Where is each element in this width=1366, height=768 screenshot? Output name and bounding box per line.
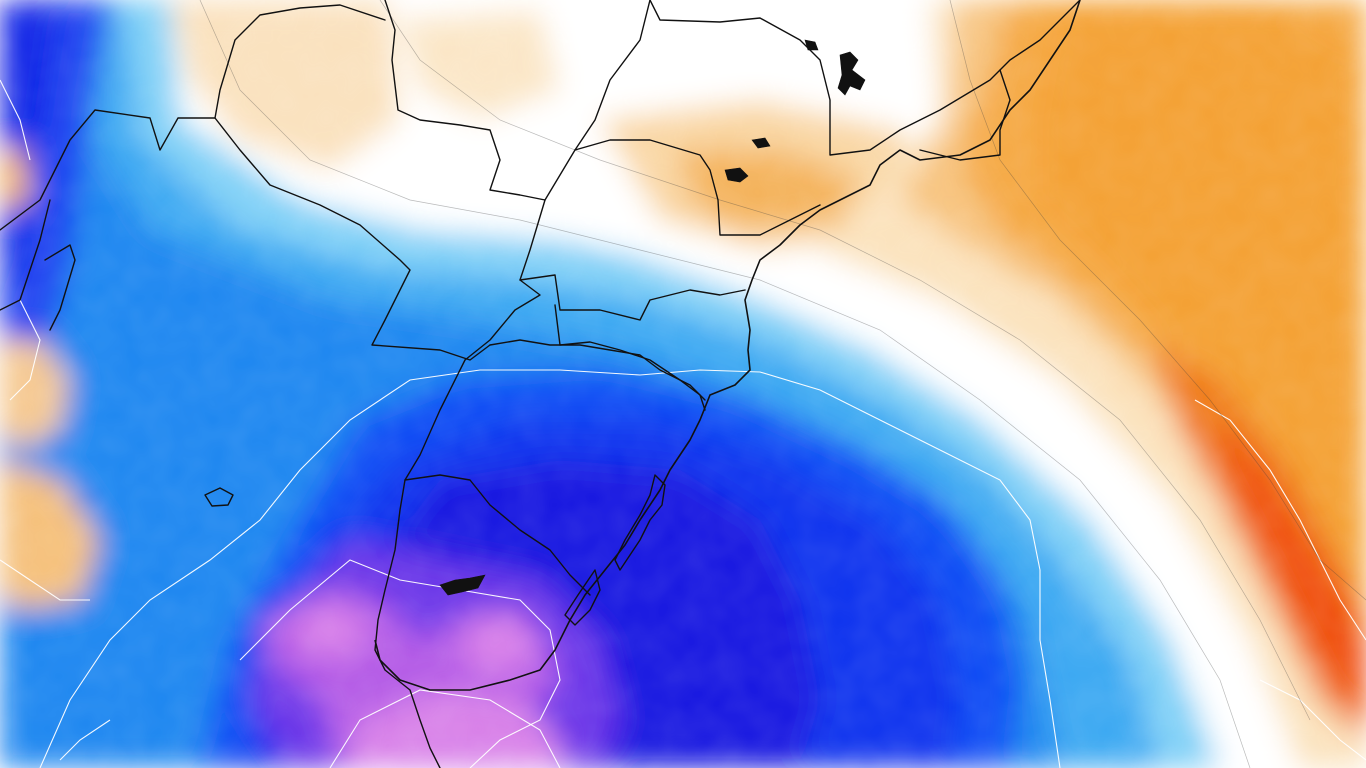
isolines — [199, 0, 1366, 768]
country-borders — [0, 0, 1081, 768]
reservoirs — [439, 39, 866, 596]
anomaly-contours — [0, 79, 1366, 768]
